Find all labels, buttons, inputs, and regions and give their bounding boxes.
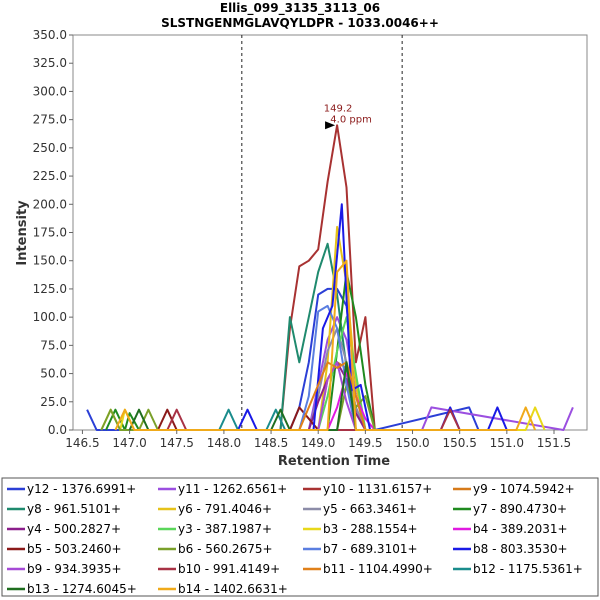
series-line [279,242,357,431]
y-tick-label: 350.0 [33,28,67,42]
legend: y12 - 1376.6991+ y11 - 1262.6561+ y10 - 11… [1,477,599,597]
x-tick-label: 147.5 [160,436,194,450]
legend-label: b12 - 1175.5361+ [473,562,583,576]
series-line [128,361,357,431]
peak-annotation-rt: 149.2 [324,103,353,114]
legend-label: b11 - 1104.4990+ [323,562,433,576]
legend-label: y9 - 1074.5942+ [473,482,575,496]
x-tick-label: 150.0 [395,436,429,450]
series-layer [86,124,574,431]
legend-box [1,477,599,597]
legend-label: b3 - 288.1554+ [323,522,418,536]
axes: 0.0 25.0 50.0 75.0 100.0 125.0 150.0 175.0 200.0… [33,28,572,450]
x-tick-label: 147.0 [112,436,146,450]
series-line [114,259,537,431]
x-tick-label: 146.5 [65,436,99,450]
y-tick-label: 100.0 [33,310,67,324]
x-tick-label: 149.0 [301,436,335,450]
y-tick-label: 275.0 [33,113,67,127]
x-tick-label: 150.5 [442,436,476,450]
x-tick-label: 148.0 [207,436,241,450]
y-axis-label: Intensity [15,200,30,266]
series-line [317,225,367,431]
y-tick-label: 250.0 [33,141,67,155]
series-line [317,361,357,431]
x-axis-label: Retention Time [278,454,390,469]
y-tick-label: 50.0 [40,367,67,381]
y-tick-label: 325.0 [33,56,67,70]
legend-label: b9 - 934.3935+ [27,562,122,576]
legend-label: y7 - 890.4730+ [473,502,567,516]
legend-label: b10 - 991.4149+ [178,562,280,576]
series-line [298,304,357,431]
legend-label: y12 - 1376.6991+ [27,482,136,496]
x-tick-label: 151.0 [490,436,524,450]
legend-label: y8 - 961.5101+ [27,502,121,516]
y-tick-label: 150.0 [33,254,67,268]
chart-subtitle: SLSTNGENMGLAVQYLDPR - 1033.0046++ [161,16,439,30]
legend-label: y11 - 1262.6561+ [178,482,287,496]
legend-label: y4 - 500.2827+ [27,522,121,536]
legend-label: b14 - 1402.6631+ [178,582,288,596]
y-tick-label: 225.0 [33,169,67,183]
y-tick-label: 0.0 [48,423,67,437]
legend-label: b13 - 1274.6045+ [27,582,137,596]
peak-arrow-icon [325,121,336,130]
legend-label: b8 - 803.3530+ [473,542,568,556]
legend-label: y5 - 663.3461+ [323,502,417,516]
legend-label: y3 - 387.1987+ [178,522,272,536]
legend-label: y10 - 1131.6157+ [323,482,432,496]
plot-frame [72,34,588,431]
series-line [317,316,367,431]
y-tick-label: 75.0 [40,338,67,352]
chart-title: Ellis_099_3135_3113_06 [220,1,380,16]
plot-area [72,34,588,431]
series-line [279,124,376,431]
legend-label: y6 - 791.4046+ [178,502,272,516]
y-tick-label: 25.0 [40,395,67,409]
legend-label: b4 - 389.2031+ [473,522,568,536]
x-tick-label: 151.5 [537,436,571,450]
legend-label: b6 - 560.2675+ [178,542,273,556]
legend-label: b7 - 689.3101+ [323,542,418,556]
x-tick-label: 148.5 [254,436,288,450]
y-tick-label: 200.0 [33,197,67,211]
legend-label: b5 - 503.2460+ [27,542,122,556]
peak-annotation: 149.2 4.0 ppm [324,103,372,130]
y-tick-label: 125.0 [33,282,67,296]
x-tick-label: 149.5 [348,436,382,450]
y-tick-label: 175.0 [33,226,67,240]
peak-annotation-ppm: 4.0 ppm [330,114,372,125]
y-tick-label: 300.0 [33,84,67,98]
